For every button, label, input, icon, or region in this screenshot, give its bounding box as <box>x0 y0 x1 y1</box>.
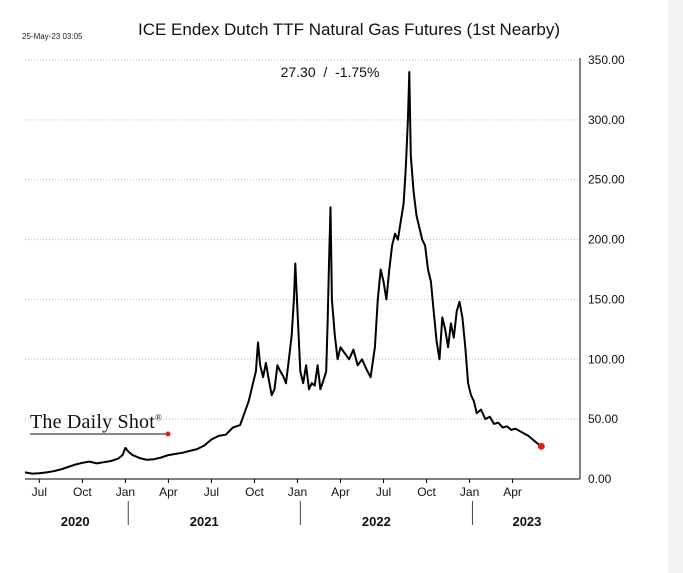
x-tick-label: Jul <box>204 485 219 499</box>
y-tick-label: 300.00 <box>588 113 625 127</box>
year-label: 2023 <box>512 514 541 529</box>
x-tick-label: Oct <box>73 485 92 499</box>
y-tick-label: 0.00 <box>588 472 612 486</box>
x-tick-label: Apr <box>159 485 178 499</box>
brand-dot <box>165 431 171 437</box>
y-tick-label: 200.00 <box>588 233 625 247</box>
y-tick-label: 100.00 <box>588 352 625 366</box>
y-tick-label: 50.00 <box>588 412 618 426</box>
x-tick-label: Oct <box>245 485 264 499</box>
x-tick-label: Apr <box>503 485 522 499</box>
year-label: 2021 <box>190 514 219 529</box>
last-value-marker <box>537 442 545 450</box>
x-tick-label: Jul <box>376 485 391 499</box>
brand-name: The Daily Shot <box>30 411 156 433</box>
x-tick-label: Jan <box>460 485 479 499</box>
series-line-0 <box>24 71 542 475</box>
side-strip <box>668 0 683 573</box>
brand-logo: The Daily Shot® <box>30 411 162 434</box>
timestamp-label: 25-May-23 03:05 <box>22 32 83 41</box>
chart-canvas: 0.00 50.00 100.00 150.00 200.00 250.00 300.00 3… <box>24 53 625 529</box>
x-tick-label: Jul <box>32 485 47 499</box>
y-tick-label: 350.00 <box>588 53 625 67</box>
chart-frame: 25-May-23 03:05 ICE Endex Dutch TTF Natu… <box>22 0 669 573</box>
x-tick-label: Oct <box>417 485 436 499</box>
x-tick-label: Jan <box>116 485 135 499</box>
year-label: 2020 <box>61 514 90 529</box>
x-tick-label: Jan <box>288 485 307 499</box>
chart-title: ICE Endex Dutch TTF Natural Gas Futures … <box>138 20 560 39</box>
last-value-readout: 27.30 / -1.75% <box>280 64 380 80</box>
y-tick-label: 150.00 <box>588 292 625 306</box>
x-tick-label: Apr <box>331 485 350 499</box>
y-tick-label: 250.00 <box>588 173 625 187</box>
registered-mark: ® <box>155 412 163 423</box>
year-label: 2022 <box>362 514 391 529</box>
